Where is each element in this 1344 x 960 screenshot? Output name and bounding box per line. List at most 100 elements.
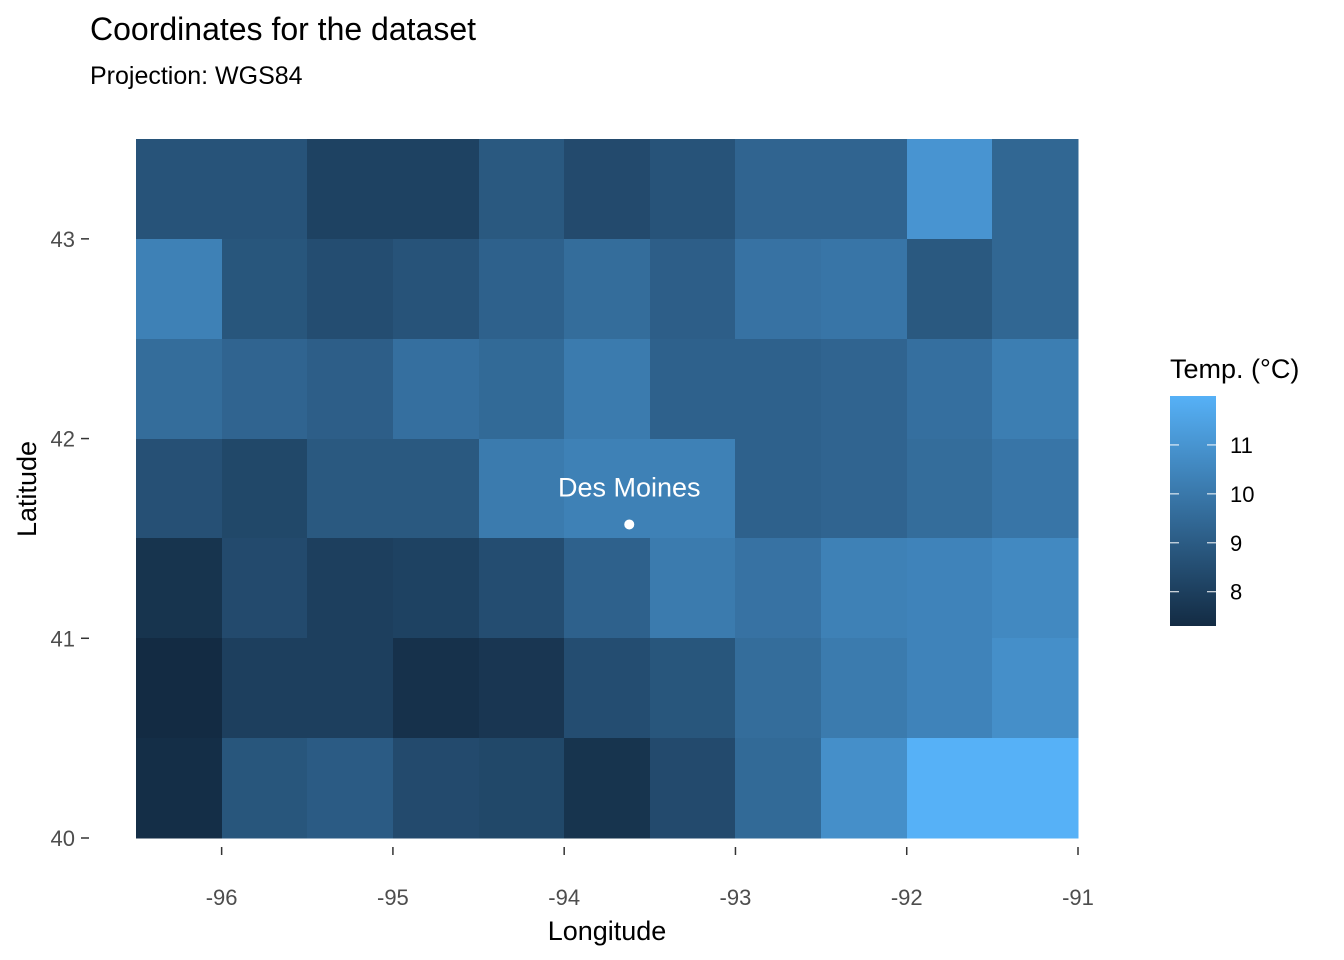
chart-title: Coordinates for the dataset [90, 11, 476, 47]
heatmap-cell [136, 439, 223, 539]
heatmap-cell [564, 538, 651, 639]
heatmap-cell [735, 638, 822, 739]
heatmap-cell [136, 638, 223, 739]
heatmap-cell [821, 439, 908, 539]
heatmap-cell [907, 239, 993, 340]
heatmap-cell [907, 538, 993, 639]
heatmap-cell [992, 638, 1079, 739]
heatmap-cell [136, 239, 223, 340]
x-tick-label: -95 [377, 885, 409, 910]
heatmap-cell [479, 738, 565, 839]
heatmap-cell [222, 439, 308, 539]
heatmap-cell [907, 339, 993, 440]
heatmap-cell [735, 339, 822, 440]
heatmap-cell [307, 638, 394, 739]
legend-title: Temp. (°C) [1170, 354, 1299, 384]
heatmap-cell [564, 239, 651, 340]
heatmap-cell [650, 738, 736, 839]
heatmap-cell [992, 139, 1079, 240]
heatmap-cell [564, 638, 651, 739]
x-tick-label: -96 [206, 885, 238, 910]
heatmap-cell [307, 139, 394, 240]
x-tick-label: -93 [720, 885, 752, 910]
heatmap-cell [479, 139, 565, 240]
heatmap-cell [479, 239, 565, 340]
heatmap-cell [307, 738, 394, 839]
heatmap-cell [821, 638, 908, 739]
legend-colorbar [1170, 396, 1216, 626]
legend-tick-label: 10 [1230, 482, 1254, 507]
heatmap-cell [393, 139, 480, 240]
y-tick-label: 42 [51, 427, 75, 452]
y-axis: 40 41 42 43 [51, 227, 89, 851]
heatmap-cell [479, 638, 565, 739]
heatmap-cell [564, 439, 651, 539]
heatmap-cell [650, 439, 736, 539]
legend-tick-label: 9 [1230, 531, 1242, 556]
heatmap-cell [393, 339, 480, 440]
heatmap-cell [222, 139, 308, 240]
heatmap-cell [907, 738, 993, 839]
x-axis-title: Longitude [548, 916, 667, 946]
heatmap-cell [992, 239, 1079, 340]
heatmap-cell [222, 538, 308, 639]
heatmap-cell [393, 638, 480, 739]
y-tick-label: 40 [51, 826, 75, 851]
heatmap-cell [907, 139, 993, 240]
heatmap-cell [222, 738, 308, 839]
legend-tick-label: 8 [1230, 580, 1242, 605]
heatmap-cell [564, 738, 651, 839]
x-tick-label: -92 [891, 885, 923, 910]
heatmap-cell [136, 139, 223, 240]
heatmap-cell [222, 638, 308, 739]
heatmap-cell [650, 538, 736, 639]
x-axis: -96 -95 -94 -93 -92 -91 [206, 847, 1094, 910]
city-point [624, 519, 635, 530]
heatmap-cell [650, 139, 736, 240]
heatmap-cell [393, 738, 480, 839]
heatmap-cell [307, 239, 394, 340]
heatmap-cell [393, 239, 480, 340]
heatmap-cell [992, 538, 1079, 639]
heatmap-cell [307, 538, 394, 639]
heatmap-cell [136, 339, 223, 440]
heatmap-cell [479, 538, 565, 639]
y-tick-label: 43 [51, 227, 75, 252]
heatmap-cell [735, 538, 822, 639]
heatmap-cell [821, 738, 908, 839]
heatmap-cell [650, 339, 736, 440]
x-tick-label: -91 [1062, 885, 1094, 910]
heatmap-cell [821, 239, 908, 340]
heatmap-cell [821, 538, 908, 639]
chart-subtitle: Projection: WGS84 [90, 62, 303, 90]
heatmap-cell [735, 239, 822, 340]
legend-tick-label: 11 [1230, 433, 1253, 458]
heatmap-cell [735, 439, 822, 539]
heatmap-cell [992, 738, 1079, 839]
city-label: Des Moines [558, 472, 701, 502]
heatmap-cell [393, 439, 480, 539]
heatmap-cell [393, 538, 480, 639]
heatmap-cell [479, 339, 565, 440]
heatmap-cell [307, 339, 394, 440]
heatmap-cell [735, 738, 822, 839]
heatmap-cell [479, 439, 565, 539]
heatmap-cell [564, 339, 651, 440]
heatmap-cell [821, 339, 908, 440]
heatmap-cells [136, 139, 1079, 839]
city-annotation: Des Moines [558, 472, 701, 530]
heatmap-cell [564, 139, 651, 240]
y-axis-title: Latitude [12, 441, 42, 537]
heatmap-cell [907, 439, 993, 539]
heatmap-cell [821, 139, 908, 240]
heatmap-cell [136, 738, 223, 839]
heatmap-cell [650, 239, 736, 340]
heatmap-cell [992, 339, 1079, 440]
heatmap-cell [907, 638, 993, 739]
heatmap-cell [222, 339, 308, 440]
heatmap-cell [307, 439, 394, 539]
x-tick-label: -94 [548, 885, 580, 910]
heatmap-cell [136, 538, 223, 639]
heatmap-cell [222, 239, 308, 340]
